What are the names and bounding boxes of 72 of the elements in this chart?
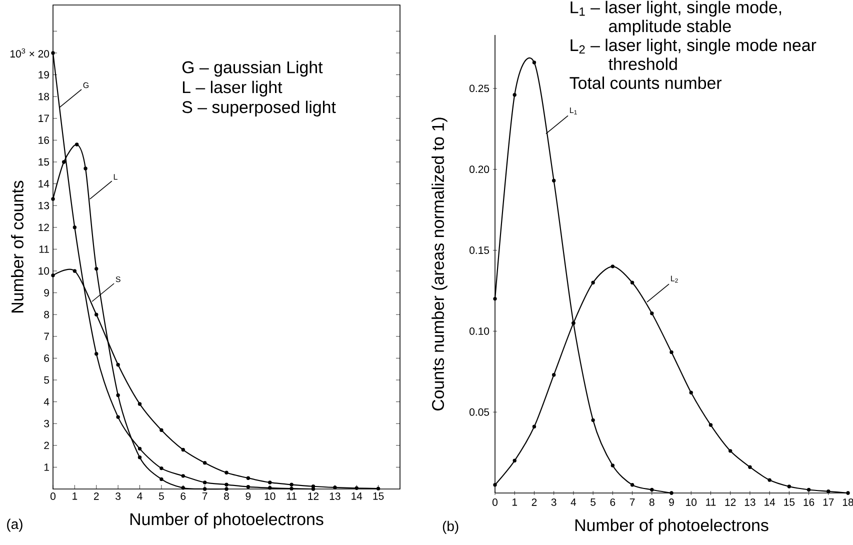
y-axis-title: Counts number (areas normalized to 1) <box>432 118 448 410</box>
annotation: L – laser light <box>182 80 282 97</box>
annotation: L$_{1}$ – laser light, single mode, amplitude stable <box>570 0 782 36</box>
y-tick-label: 18 <box>38 92 50 100</box>
x-tick-label: 15 <box>373 492 384 500</box>
x-tick-label: 1 <box>512 498 518 506</box>
y-tick-label: 7 <box>44 332 49 340</box>
y-tick-label: 9 <box>44 289 49 296</box>
y-tick-label: 14 <box>38 180 50 188</box>
x-tick-label: 5 <box>158 492 164 500</box>
x-tick-label: 13 <box>744 498 756 506</box>
y-tick-label: 3 <box>44 420 50 428</box>
text: (a) <box>7 518 22 532</box>
x-tick-label: 11 <box>706 498 716 506</box>
x-tick-label: 16 <box>804 498 814 506</box>
x-tick-label: 12 <box>725 498 736 506</box>
x-tick-label: 8 <box>649 498 654 506</box>
y-tick-label: 6 <box>44 354 50 362</box>
x-tick-label: 0 <box>50 492 56 500</box>
x-tick-label: 7 <box>202 492 208 500</box>
x-tick-label: 7 <box>630 498 635 506</box>
x-tick-label: 18 <box>842 498 853 506</box>
x-tick-label: 10 <box>264 492 276 500</box>
x-tick-label: 4 <box>570 498 576 506</box>
x-tick-label: 2 <box>532 498 537 506</box>
y-tick-label: 17 <box>38 114 49 122</box>
text: (b) <box>442 520 458 534</box>
x-tick-label: 4 <box>137 492 142 500</box>
x-tick-label: 15 <box>784 498 795 506</box>
y-tick-label: 8 <box>44 310 50 318</box>
annotation: G – gaussian Light <box>182 60 323 77</box>
x-tick-label: 3 <box>551 498 556 506</box>
y-tick-label: 12 <box>38 224 49 232</box>
y-tick-label: 13 <box>38 202 50 210</box>
x-tick-label: 8 <box>224 492 229 500</box>
y-axis-title: Number of counts <box>11 180 24 312</box>
x-axis-title: Number of photoelectrons <box>130 512 324 529</box>
y-tick-label: 16 <box>38 136 50 144</box>
x-axis-title: Number of photoelectrons <box>575 518 768 535</box>
x-tick-label: 3 <box>116 492 121 500</box>
x-tick-label: 6 <box>610 498 616 506</box>
annotation: S – superposed light <box>182 100 336 116</box>
x-tick-label: 11 <box>286 492 296 500</box>
x-tick-label: 10 <box>686 498 697 506</box>
y-tick-label: 0.10 <box>470 327 490 335</box>
y-tick-label: 2 <box>44 442 49 450</box>
annotation: Total counts number <box>570 76 722 90</box>
x-tick-label: 9 <box>246 492 251 500</box>
y-tick-label: 4 <box>44 398 50 406</box>
x-tick-label: 17 <box>823 498 834 506</box>
y-tick-label: 0.15 <box>470 246 490 254</box>
x-tick-label: 12 <box>308 492 319 500</box>
y-tick-label: 10$^{3}$ × 20 <box>10 48 50 58</box>
y-tick-label: 0.20 <box>470 166 490 174</box>
x-tick-label: 9 <box>669 498 674 506</box>
x-tick-label: 14 <box>764 498 776 506</box>
x-tick-label: 0 <box>492 498 498 506</box>
y-tick-label: 0.05 <box>470 408 490 416</box>
annotation: L$_{2}$ – laser light, single mode near threshold <box>570 38 816 70</box>
y-tick-label: 10 <box>38 267 50 275</box>
x-tick-label: 5 <box>590 498 596 506</box>
y-tick-label: 19 <box>38 71 49 78</box>
x-tick-label: 1 <box>72 492 78 500</box>
y-tick-label: 15 <box>38 158 50 166</box>
x-tick-label: 13 <box>330 492 340 500</box>
y-tick-label: 5 <box>44 376 50 384</box>
y-tick-label: 1 <box>44 464 49 471</box>
x-tick-label: 6 <box>180 492 186 500</box>
y-tick-label: 0.25 <box>470 84 490 92</box>
y-tick-label: 11 <box>39 246 49 253</box>
x-tick-label: 14 <box>352 492 362 500</box>
x-tick-label: 2 <box>94 492 99 500</box>
